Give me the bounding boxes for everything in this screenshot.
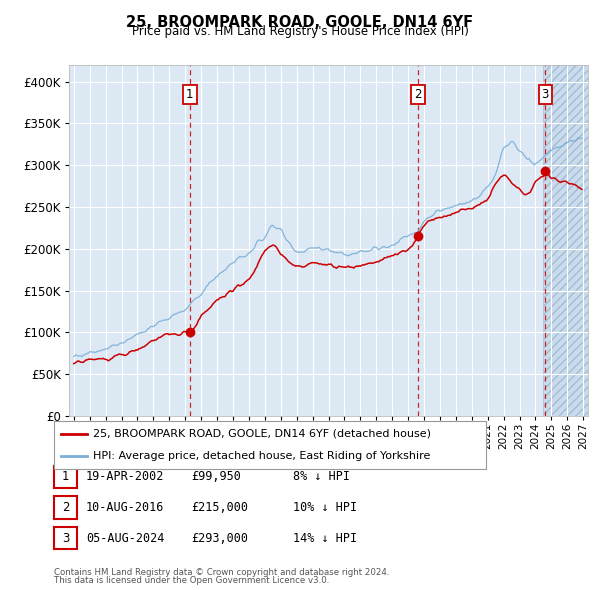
Bar bbox=[544, 65, 588, 416]
Text: 3: 3 bbox=[541, 88, 549, 101]
Text: Price paid vs. HM Land Registry's House Price Index (HPI): Price paid vs. HM Land Registry's House … bbox=[131, 25, 469, 38]
Text: 10% ↓ HPI: 10% ↓ HPI bbox=[293, 501, 357, 514]
Text: 1: 1 bbox=[186, 88, 194, 101]
Text: 14% ↓ HPI: 14% ↓ HPI bbox=[293, 532, 357, 545]
Text: £99,950: £99,950 bbox=[191, 470, 241, 483]
Text: HPI: Average price, detached house, East Riding of Yorkshire: HPI: Average price, detached house, East… bbox=[93, 451, 430, 461]
Text: 8% ↓ HPI: 8% ↓ HPI bbox=[293, 470, 350, 483]
Text: £215,000: £215,000 bbox=[191, 501, 248, 514]
Text: 1: 1 bbox=[62, 470, 69, 483]
Text: 25, BROOMPARK ROAD, GOOLE, DN14 6YF (detached house): 25, BROOMPARK ROAD, GOOLE, DN14 6YF (det… bbox=[93, 429, 431, 439]
Text: 2: 2 bbox=[62, 501, 69, 514]
Text: This data is licensed under the Open Government Licence v3.0.: This data is licensed under the Open Gov… bbox=[54, 576, 329, 585]
Text: Contains HM Land Registry data © Crown copyright and database right 2024.: Contains HM Land Registry data © Crown c… bbox=[54, 568, 389, 577]
Text: 05-AUG-2024: 05-AUG-2024 bbox=[86, 532, 164, 545]
Text: 25, BROOMPARK ROAD, GOOLE, DN14 6YF: 25, BROOMPARK ROAD, GOOLE, DN14 6YF bbox=[127, 15, 473, 30]
Text: £293,000: £293,000 bbox=[191, 532, 248, 545]
Text: 2: 2 bbox=[414, 88, 422, 101]
Text: 10-AUG-2016: 10-AUG-2016 bbox=[86, 501, 164, 514]
Text: 19-APR-2002: 19-APR-2002 bbox=[86, 470, 164, 483]
Text: 3: 3 bbox=[62, 532, 69, 545]
